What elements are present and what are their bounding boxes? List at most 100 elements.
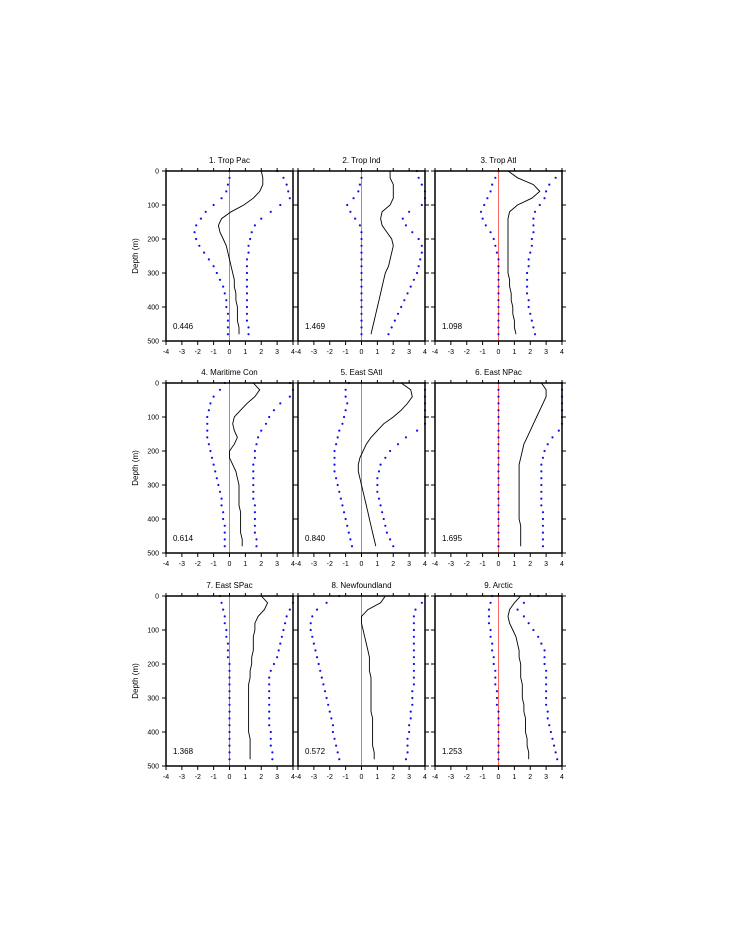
lower-bound-point bbox=[494, 676, 497, 679]
upper-bound-point bbox=[408, 210, 411, 213]
lower-bound-point bbox=[497, 265, 500, 268]
lower-bound-point bbox=[335, 477, 338, 480]
lower-bound-point bbox=[228, 751, 231, 754]
panel-title: 9. Arctic bbox=[484, 581, 512, 590]
lower-bound-point bbox=[497, 511, 500, 514]
x-tick-label: -2 bbox=[195, 774, 201, 781]
lower-bound-point bbox=[360, 271, 363, 275]
x-tick-label: -1 bbox=[343, 349, 349, 356]
upper-bound-point bbox=[245, 278, 249, 281]
upper-bound-point bbox=[540, 490, 543, 493]
upper-bound-point bbox=[272, 662, 276, 666]
x-tick-label: 3 bbox=[544, 561, 548, 568]
lower-bound-point bbox=[220, 497, 223, 500]
lower-bound-point bbox=[360, 258, 363, 261]
x-tick-label: 4 bbox=[423, 561, 427, 568]
x-tick-label: -4 bbox=[295, 561, 301, 568]
lower-bound-point bbox=[228, 744, 231, 747]
upper-bound-point bbox=[412, 635, 415, 638]
upper-bound-point bbox=[537, 635, 540, 638]
panel-8: 8. Newfoundland -4 -3 -2 -1 0 1 2 3 4 0.572 bbox=[294, 581, 429, 781]
x-tick-label: 2 bbox=[391, 774, 395, 781]
lower-bound-point bbox=[358, 183, 362, 186]
y-tick-label: 300 bbox=[147, 483, 159, 490]
upper-bound-point bbox=[417, 237, 420, 241]
panel-title: 1. Trop Pac bbox=[209, 156, 250, 165]
lower-bound-point bbox=[360, 312, 363, 315]
lower-bound-point bbox=[491, 642, 494, 645]
x-tick-label: 2 bbox=[528, 774, 532, 781]
mean-profile-line bbox=[248, 595, 269, 760]
upper-bound-point bbox=[253, 456, 256, 459]
lower-bound-point bbox=[336, 751, 339, 754]
upper-bound-point bbox=[406, 744, 409, 747]
x-tick-label: -1 bbox=[480, 349, 486, 356]
upper-bound-point bbox=[245, 292, 249, 295]
lower-bound-point bbox=[331, 724, 335, 727]
upper-bound-point bbox=[282, 176, 285, 179]
lower-bound-point bbox=[497, 737, 500, 740]
lower-bound-point bbox=[497, 319, 500, 322]
upper-bound-point bbox=[543, 449, 546, 453]
x-tick-label: 4 bbox=[560, 774, 564, 781]
x-tick-label: 3 bbox=[407, 774, 411, 781]
x-tick-label: -4 bbox=[432, 349, 438, 356]
lower-bound-point bbox=[209, 449, 212, 453]
upper-bound-point bbox=[269, 737, 272, 740]
lower-bound-point bbox=[226, 649, 230, 652]
x-tick-label: 0 bbox=[228, 561, 232, 568]
y-tick-label: 300 bbox=[147, 696, 159, 703]
upper-bound-point bbox=[545, 683, 548, 686]
upper-bound-point bbox=[414, 608, 417, 611]
upper-bound-point bbox=[245, 305, 249, 309]
lower-bound-point bbox=[491, 183, 494, 186]
lower-bound-point bbox=[497, 490, 500, 493]
upper-bound-point bbox=[406, 737, 409, 740]
x-tick-label: -3 bbox=[448, 349, 454, 356]
lower-bound-point bbox=[207, 258, 210, 261]
lower-bound-point bbox=[225, 299, 228, 302]
lower-bound-point bbox=[497, 497, 500, 500]
lower-bound-point bbox=[218, 388, 222, 391]
upper-bound-point bbox=[417, 176, 420, 179]
lower-bound-point bbox=[198, 244, 201, 247]
upper-bound-point bbox=[376, 477, 379, 480]
upper-bound-point bbox=[529, 251, 532, 254]
upper-bound-point bbox=[245, 319, 249, 322]
upper-bound-point bbox=[250, 231, 253, 234]
lower-bound-point bbox=[360, 231, 363, 234]
x-tick-label: 0 bbox=[497, 561, 501, 568]
lower-bound-point bbox=[341, 422, 344, 425]
lower-bound-point bbox=[360, 326, 363, 329]
lower-bound-point bbox=[495, 690, 499, 693]
lower-bound-point bbox=[226, 656, 230, 659]
lower-bound-point bbox=[497, 409, 500, 412]
upper-bound-point bbox=[256, 436, 260, 439]
x-tick-label: -3 bbox=[179, 349, 185, 356]
lower-bound-point bbox=[226, 326, 230, 329]
upper-bound-point bbox=[268, 724, 271, 727]
lower-bound-point bbox=[319, 669, 322, 672]
lower-bound-point bbox=[207, 443, 210, 446]
lower-bound-point bbox=[360, 333, 363, 336]
lower-bound-point bbox=[328, 710, 331, 713]
upper-bound-point bbox=[548, 183, 551, 186]
upper-bound-point bbox=[545, 676, 548, 679]
panel-7: 7. East SPac -4 -3 -2 -1 0 1 2 3 4 0 100 200 300 400 50… bbox=[131, 581, 297, 781]
upper-bound-point bbox=[545, 190, 548, 193]
upper-bound-point bbox=[516, 608, 519, 611]
lower-bound-point bbox=[344, 395, 347, 398]
upper-bound-point bbox=[404, 224, 408, 227]
lower-bound-point bbox=[354, 217, 357, 220]
lower-bound-point bbox=[225, 305, 228, 309]
panel-stat: 1.695 bbox=[442, 534, 463, 543]
lower-bound-point bbox=[497, 422, 500, 425]
upper-bound-point bbox=[255, 443, 258, 446]
lower-bound-point bbox=[483, 203, 486, 207]
lower-bound-point bbox=[226, 642, 230, 645]
lower-bound-point bbox=[228, 683, 231, 686]
lower-bound-point bbox=[217, 483, 220, 487]
lower-bound-point bbox=[338, 758, 341, 761]
x-tick-label: 0 bbox=[497, 349, 501, 356]
upper-bound-point bbox=[282, 628, 285, 632]
